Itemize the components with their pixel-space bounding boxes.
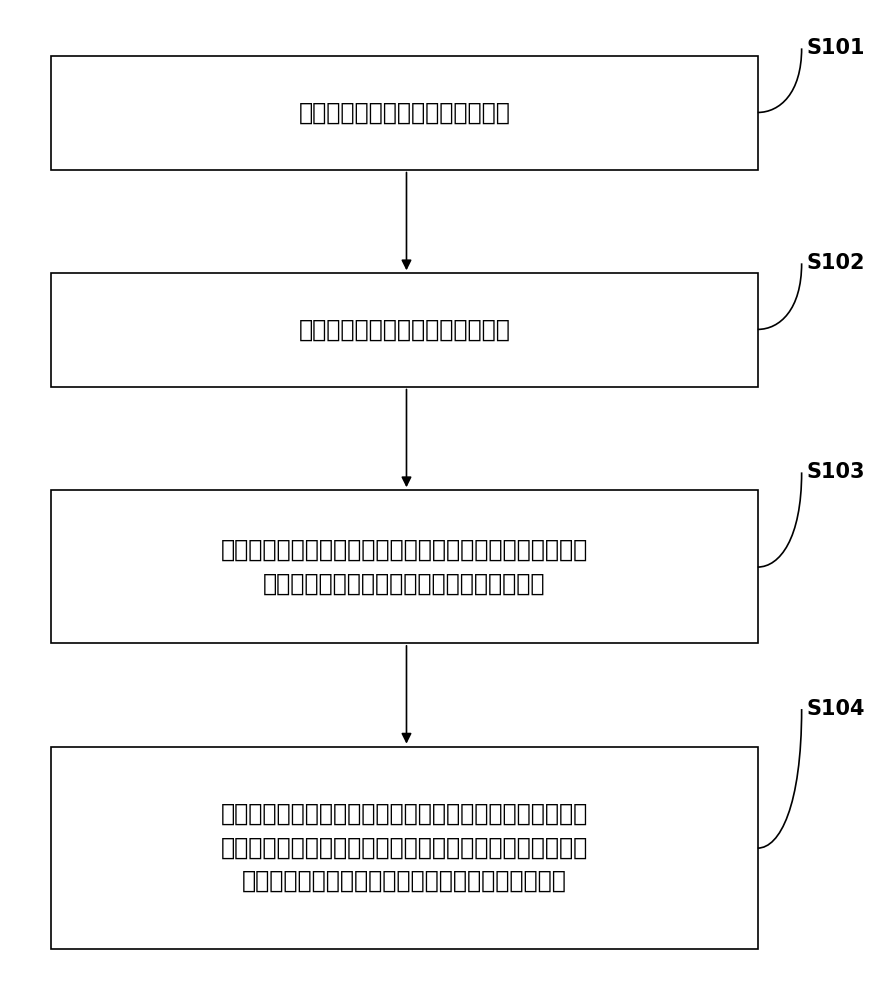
Text: S104: S104: [806, 699, 864, 719]
Text: S101: S101: [806, 38, 864, 58]
Text: 比较所述室内环境温度和设定温度: 比较所述室内环境温度和设定温度: [298, 318, 510, 342]
Text: S103: S103: [806, 462, 864, 482]
FancyBboxPatch shape: [51, 490, 757, 643]
FancyBboxPatch shape: [51, 56, 757, 170]
FancyBboxPatch shape: [51, 273, 757, 387]
Text: 检测室内环境温度和室外环境温度: 检测室内环境温度和室外环境温度: [298, 101, 510, 125]
Text: S102: S102: [806, 253, 864, 273]
Text: 根据所述室内环境温度和设定温度的温差得到所述室内环境
温度处于不同温度点时对应的压缩机运行频率: 根据所述室内环境温度和设定温度的温差得到所述室内环境 温度处于不同温度点时对应的…: [220, 538, 588, 595]
FancyBboxPatch shape: [51, 747, 757, 949]
Text: 根据所述室外环境温度、所述室内环境温度以及所述室内环
境温度处于不同温度点时对应的压缩机运行频率预测所述室
内环境温度达到所述预设温度时所述空调的运行时间: 根据所述室外环境温度、所述室内环境温度以及所述室内环 境温度处于不同温度点时对应…: [220, 802, 588, 893]
